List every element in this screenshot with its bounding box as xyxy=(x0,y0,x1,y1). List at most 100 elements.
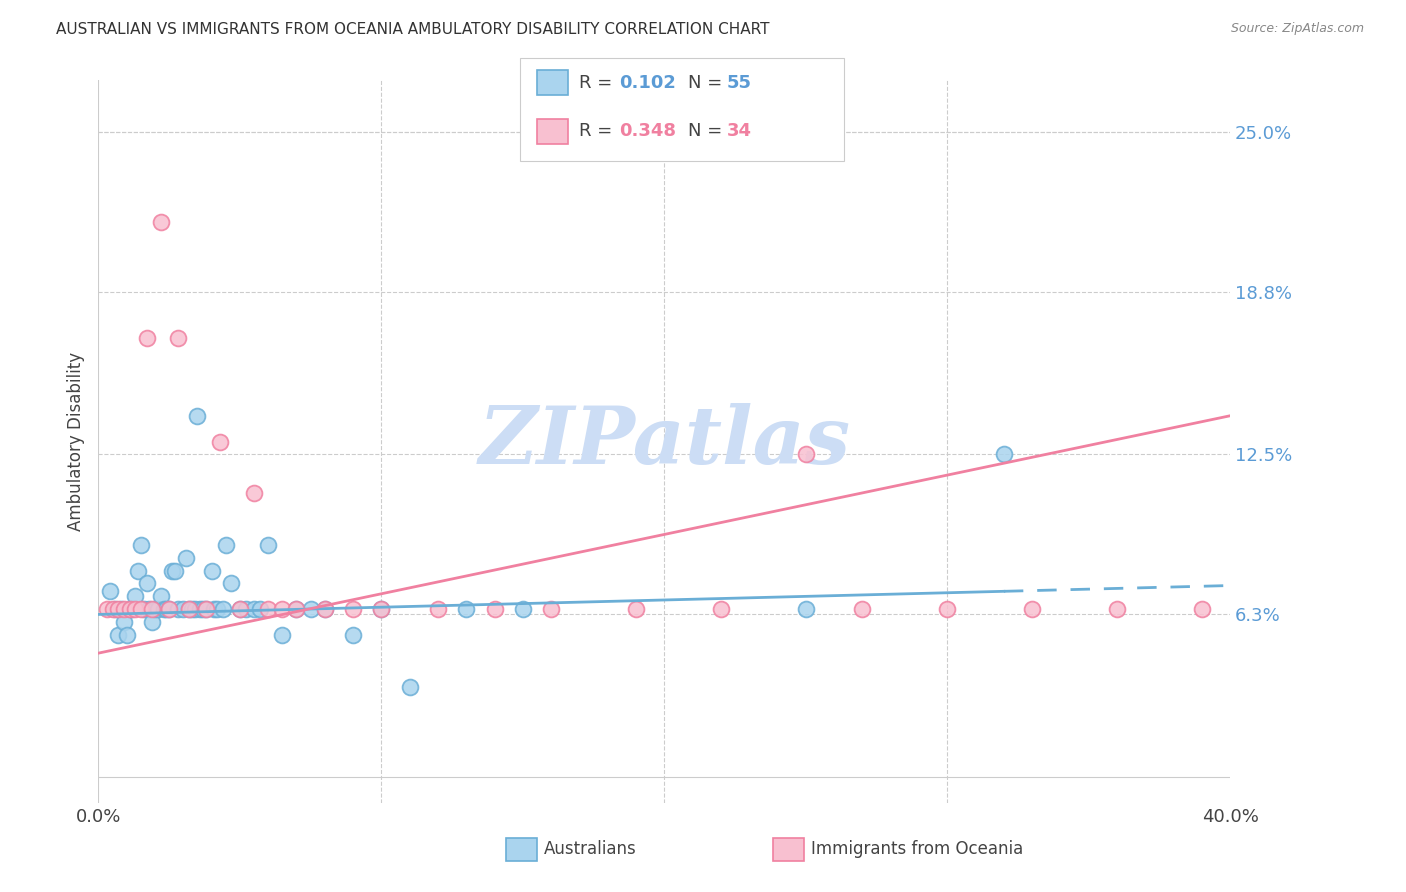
Point xyxy=(427,602,450,616)
Y-axis label: Ambulatory Disability: Ambulatory Disability xyxy=(66,352,84,531)
Point xyxy=(1191,602,1213,616)
Text: N =: N = xyxy=(688,74,727,92)
Point xyxy=(271,628,294,642)
Point xyxy=(107,628,129,642)
Point xyxy=(124,602,146,616)
Point xyxy=(132,602,155,616)
Point xyxy=(257,602,280,616)
Point xyxy=(794,602,817,616)
Point xyxy=(183,602,205,616)
Point xyxy=(194,602,217,616)
Point xyxy=(209,434,232,449)
Point xyxy=(127,564,149,578)
Point xyxy=(624,602,647,616)
Point xyxy=(271,602,294,616)
Text: R =: R = xyxy=(579,74,619,92)
Point xyxy=(936,602,959,616)
Text: 0.348: 0.348 xyxy=(619,122,676,140)
Point xyxy=(370,602,392,616)
Text: AUSTRALIAN VS IMMIGRANTS FROM OCEANIA AMBULATORY DISABILITY CORRELATION CHART: AUSTRALIAN VS IMMIGRANTS FROM OCEANIA AM… xyxy=(56,22,769,37)
Point xyxy=(157,602,180,616)
Point xyxy=(112,615,135,630)
Point xyxy=(138,602,160,616)
Point xyxy=(149,590,172,604)
Point xyxy=(229,602,252,616)
Point xyxy=(149,215,172,229)
Point xyxy=(243,486,266,500)
Point xyxy=(152,602,174,616)
Point xyxy=(121,602,143,616)
Point xyxy=(166,331,188,345)
Point xyxy=(342,628,364,642)
Point xyxy=(201,564,224,578)
Point xyxy=(221,576,243,591)
Point xyxy=(107,602,129,616)
Point xyxy=(299,602,322,616)
Point xyxy=(160,564,183,578)
Point xyxy=(155,602,177,616)
Point xyxy=(512,602,534,616)
Point xyxy=(342,602,364,616)
Point xyxy=(98,584,121,599)
Point xyxy=(163,564,186,578)
Point xyxy=(191,602,214,616)
Point xyxy=(398,680,420,694)
Point xyxy=(174,550,197,565)
Point xyxy=(229,602,252,616)
Point xyxy=(710,602,733,616)
Point xyxy=(118,602,141,616)
Point xyxy=(124,590,146,604)
Point xyxy=(314,602,336,616)
Text: R =: R = xyxy=(579,122,619,140)
Point xyxy=(484,602,506,616)
Point xyxy=(204,602,226,616)
Text: 55: 55 xyxy=(727,74,752,92)
Point xyxy=(112,602,135,616)
Point xyxy=(141,615,163,630)
Point xyxy=(135,331,157,345)
Point xyxy=(1021,602,1043,616)
Point xyxy=(1107,602,1129,616)
Point xyxy=(215,538,238,552)
Text: N =: N = xyxy=(688,122,727,140)
Point xyxy=(101,602,124,616)
Point xyxy=(141,602,163,616)
Point xyxy=(249,602,271,616)
Point xyxy=(285,602,308,616)
Point xyxy=(157,602,180,616)
Point xyxy=(456,602,478,616)
Point xyxy=(285,602,308,616)
Point xyxy=(186,409,208,423)
Point xyxy=(235,602,257,616)
Text: 0.102: 0.102 xyxy=(619,74,675,92)
Point xyxy=(540,602,562,616)
Point xyxy=(370,602,392,616)
Point xyxy=(115,628,138,642)
Point xyxy=(207,602,229,616)
Text: 34: 34 xyxy=(727,122,752,140)
Text: Immigrants from Oceania: Immigrants from Oceania xyxy=(811,840,1024,858)
Point xyxy=(110,602,132,616)
Point xyxy=(243,602,266,616)
Point xyxy=(143,602,166,616)
Point xyxy=(314,602,336,616)
Point xyxy=(146,602,169,616)
Point xyxy=(129,602,152,616)
Point xyxy=(118,602,141,616)
Point xyxy=(993,447,1015,461)
Point xyxy=(794,447,817,461)
Point xyxy=(188,602,211,616)
Point xyxy=(135,576,157,591)
Point xyxy=(257,538,280,552)
Point xyxy=(177,602,200,616)
Text: ZIPatlas: ZIPatlas xyxy=(478,403,851,480)
Point xyxy=(96,602,118,616)
Point xyxy=(194,602,217,616)
Point xyxy=(172,602,194,616)
Point xyxy=(104,602,127,616)
Point xyxy=(177,602,200,616)
Point xyxy=(166,602,188,616)
Point xyxy=(129,538,152,552)
Point xyxy=(180,602,202,616)
Point xyxy=(851,602,873,616)
